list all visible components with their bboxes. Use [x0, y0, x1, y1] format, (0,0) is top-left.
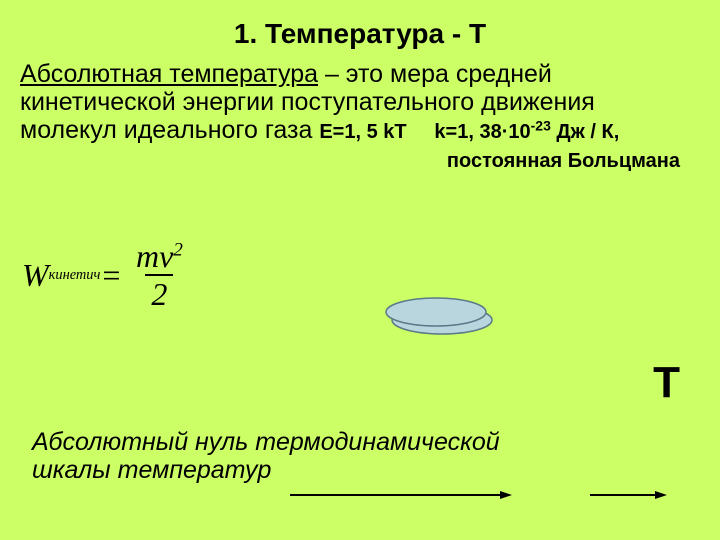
k-constant: k=1, 38·10-23 Дж / К,	[434, 121, 619, 143]
definition-paragraph: Абсолютная температура – это мера средне…	[0, 50, 720, 144]
slide-title: 1. Температура - Т	[0, 0, 720, 50]
kinetic-energy-formula: Wкинетич = mv2 2	[22, 240, 189, 310]
energy-formula: Е=1, 5 kТ	[319, 121, 406, 143]
temperature-symbol: Т	[653, 358, 680, 408]
boltzmann-label: постоянная Больцмана	[0, 150, 720, 173]
absolute-zero-text: Абсолютный нуль термодинамической шкалы …	[32, 428, 500, 484]
term-underlined: Абсолютная температура	[20, 60, 318, 88]
disc-illustration	[380, 290, 500, 340]
arrow-icon	[290, 485, 670, 505]
